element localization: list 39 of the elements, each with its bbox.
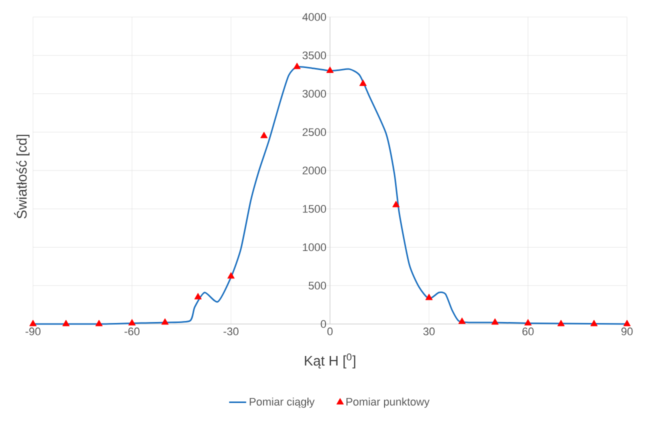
point [623,320,631,326]
x-tick-label: -90 [26,328,40,336]
x-tick-label: -30 [224,328,238,336]
x-axis-title: Kąt H [$^{0}$] [304,354,356,368]
legend-label: Pomiar punktowy [346,398,430,408]
point [425,294,433,300]
legend-label: Pomiar ciągły [250,398,315,408]
y-tick-label: 0 [320,320,326,328]
point [557,320,565,326]
point [29,320,37,326]
x-tick-label: 0 [327,328,333,336]
y-tick-label: 1000 [302,243,326,252]
point [524,319,532,326]
point [194,292,202,300]
x-tick-label: 90 [621,328,633,336]
point [161,318,169,325]
y-axis-title: Światłość [cd] [14,134,30,218]
x-tick-label: -60 [124,328,140,336]
y-tick-label: 2000 [302,166,326,174]
point [392,200,400,208]
point [491,318,499,325]
y-tick-label: 500 [308,282,326,290]
point [227,272,235,279]
point [326,66,334,73]
point [590,320,598,326]
y-tick-label: 1500 [302,205,326,213]
x-tick-label: 30 [423,328,435,336]
point [260,132,268,138]
point [128,319,136,326]
point [359,80,367,86]
point [458,318,466,324]
point [293,62,301,70]
x-tick-label: 60 [522,328,534,336]
y-tick-label: 3500 [302,52,326,60]
point [62,320,70,326]
y-tick-label: 2500 [302,128,326,136]
y-tick-label: 3000 [302,90,326,98]
y-tick-label: 4000 [302,13,326,21]
point [95,320,103,326]
